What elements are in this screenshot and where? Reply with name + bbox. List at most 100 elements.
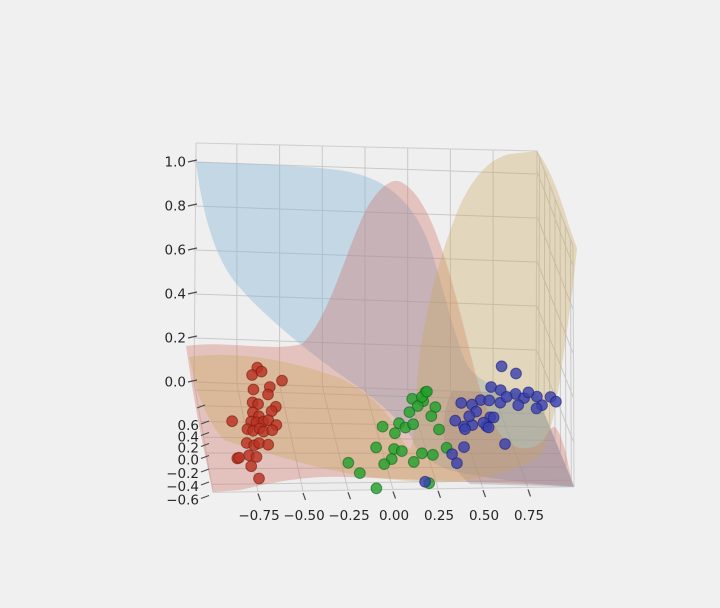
y-tick-mark: [200, 420, 210, 425]
right-grid-z-line: [536, 260, 574, 355]
right-grid-y-line: [569, 239, 572, 481]
x-axis-ticks: −0.75 −0.50 −0.25 0.00 0.25 0.50 0.75: [238, 489, 544, 524]
scatter-point-red: [247, 383, 260, 396]
y-tick-mark: [200, 468, 210, 473]
axes-box-edges: [193, 142, 575, 493]
scatter-point-blue: [455, 397, 468, 409]
scatter-point-blue: [499, 438, 511, 450]
box-edge: [193, 381, 537, 395]
scatter-class-blue: [419, 360, 562, 488]
box-edge: [536, 150, 574, 247]
x-tick-label: −0.75: [238, 508, 279, 524]
scatter-point-green: [378, 458, 391, 471]
back-grid-z-line: [193, 249, 537, 263]
scatter-point-green: [370, 482, 383, 495]
x-tick-label: 0.00: [379, 508, 409, 524]
scatter-point-blue: [495, 360, 508, 373]
right-grid-z-line: [536, 215, 574, 311]
scatter-point-green: [433, 423, 445, 436]
scatter-point-red: [276, 374, 288, 387]
z-tick-mark: [187, 335, 198, 339]
scatter-point-blue: [550, 395, 562, 408]
scatter-point-blue: [530, 402, 543, 415]
y-tick-label: −0.4: [166, 479, 199, 495]
scatter-point-red: [252, 398, 265, 411]
scatter-point-green: [342, 456, 355, 469]
x-tick-label: −0.25: [328, 508, 369, 524]
scatter-point-red: [262, 388, 274, 401]
x-tick-mark: [527, 489, 532, 497]
x-tick-label: 0.50: [469, 508, 499, 524]
z-tick-label: 0.4: [165, 287, 186, 303]
scatter-point-green: [416, 447, 428, 460]
scatter-point-red: [245, 460, 258, 473]
floor-grid-y-line: [211, 479, 571, 485]
x-tick-mark: [347, 491, 352, 500]
scatter-point-red: [250, 451, 263, 463]
z-tick-mark: [187, 247, 198, 251]
y-tick-label: −0.2: [166, 466, 199, 482]
right-grid-y-line: [543, 171, 546, 414]
right-grid-y-line: [564, 225, 567, 467]
scatter-point-green: [421, 385, 433, 398]
z-tick-mark: [187, 291, 198, 295]
y-tick-mark-unlabeled: [196, 404, 206, 409]
z-axis-ticks: 1.0 0.8 0.6 0.4 0.2 0.0: [165, 155, 198, 391]
box-edge: [195, 142, 538, 152]
scatter-point-red: [255, 365, 268, 378]
z-tick-mark: [187, 159, 198, 163]
z-tick-label: 0.2: [165, 331, 186, 347]
scatter-point-green: [376, 420, 389, 433]
scatter-point-red: [233, 451, 245, 464]
x-tick-mark: [302, 492, 307, 501]
scatter-point-red: [253, 472, 265, 485]
x-tick-mark: [392, 491, 397, 499]
scatter-point-green: [389, 427, 401, 440]
scatter-point-green: [407, 456, 420, 468]
scatter-point-blue: [510, 367, 522, 380]
scatter-point-blue: [419, 475, 432, 488]
y-tick-mark: [200, 454, 210, 460]
y-tick-mark: [200, 481, 210, 486]
x-tick-label: 0.25: [424, 508, 454, 524]
y-tick-mark: [200, 442, 210, 448]
box-edge: [212, 486, 575, 493]
scatter-point-green: [395, 445, 408, 458]
scatter-point-blue: [482, 421, 495, 434]
y-tick-label: 0.6: [178, 418, 199, 434]
z-tick-label: 0.0: [165, 375, 186, 391]
scatter-point-red: [262, 438, 275, 451]
scatter-point-blue: [483, 394, 496, 407]
right-grid-z-line: [535, 304, 575, 399]
scatter-class-red: [226, 361, 288, 485]
back-wall-grid: [193, 143, 537, 395]
y-tick-label: 0.4: [178, 430, 199, 446]
scatter-point-blue: [487, 411, 500, 424]
back-grid-z-line: [193, 337, 537, 351]
z-tick-mark: [187, 379, 198, 383]
scatter-point-green: [427, 448, 439, 461]
y-tick-label: 0.0: [178, 453, 199, 469]
box-edge: [572, 245, 575, 487]
box-edge: [193, 142, 197, 383]
scatter-point-blue: [449, 414, 462, 427]
scatter-point-blue: [446, 448, 459, 461]
x-tick-mark: [437, 490, 442, 499]
x-tick-label: −0.50: [283, 508, 324, 524]
scatter-point-green: [407, 418, 420, 431]
y-tick-mark: [200, 494, 210, 500]
scatter-point-green: [403, 406, 416, 419]
scatter-point-blue: [463, 410, 476, 423]
scatter-point-blue: [451, 457, 463, 470]
x-tick-label: 0.75: [514, 508, 544, 524]
x-tick-mark: [482, 489, 487, 498]
scatter-point-red: [266, 424, 279, 437]
z-tick-label: 0.8: [165, 199, 186, 215]
z-tick-label: 0.6: [165, 243, 186, 259]
right-grid-z-line: [536, 170, 574, 267]
scatter-point-blue: [500, 391, 513, 403]
scatter-point-blue: [512, 399, 525, 412]
scatter-point-blue: [458, 441, 470, 454]
